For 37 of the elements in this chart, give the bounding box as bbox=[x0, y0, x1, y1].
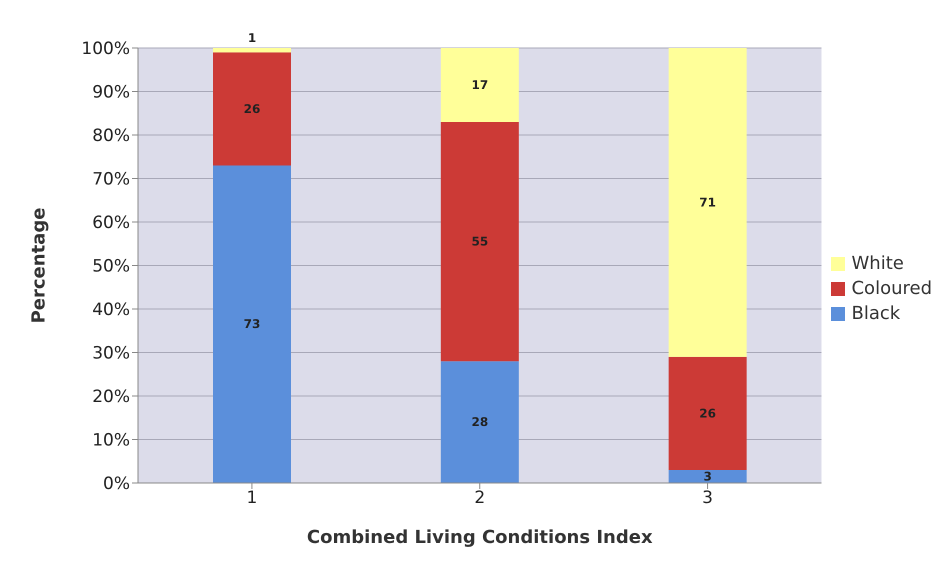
bar bbox=[213, 52, 291, 166]
data-label: 1 bbox=[248, 31, 256, 45]
data-label: 55 bbox=[471, 234, 488, 249]
data-label: 73 bbox=[244, 317, 260, 332]
y-tick-label: 40% bbox=[92, 300, 130, 320]
y-tick-label: 70% bbox=[92, 170, 130, 190]
y-tick-label: 30% bbox=[92, 344, 130, 364]
x-tick-label: 1 bbox=[246, 488, 258, 508]
x-tick-label: 3 bbox=[702, 488, 713, 508]
legend-label: White bbox=[851, 253, 904, 274]
data-label: 26 bbox=[244, 102, 260, 116]
y-tick-label: 80% bbox=[92, 126, 130, 146]
data-label: 26 bbox=[699, 406, 716, 420]
y-tick-label: 90% bbox=[92, 82, 130, 103]
legend-label: Black bbox=[851, 303, 900, 324]
bar bbox=[440, 48, 519, 122]
y-axis-title: Percentage bbox=[28, 208, 50, 324]
y-tick-label: 100% bbox=[81, 39, 130, 60]
bar bbox=[668, 470, 747, 483]
legend-label: Coloured bbox=[851, 278, 932, 299]
bar bbox=[213, 48, 291, 52]
bar bbox=[668, 356, 747, 470]
data-label: 3 bbox=[703, 469, 712, 484]
x-axis-title: Combined Living Conditions Index bbox=[306, 527, 653, 548]
bar bbox=[440, 122, 519, 362]
bar bbox=[668, 48, 747, 357]
bar bbox=[213, 165, 291, 483]
data-label: 28 bbox=[471, 415, 488, 430]
y-tick-label: 60% bbox=[92, 213, 130, 234]
data-label: 17 bbox=[471, 78, 488, 92]
y-tick-label: 50% bbox=[92, 256, 130, 277]
y-tick-label: 0% bbox=[103, 474, 130, 494]
bar bbox=[440, 361, 519, 483]
data-label: 71 bbox=[699, 195, 716, 210]
x-tick-label: 2 bbox=[474, 488, 486, 508]
y-tick-label: 20% bbox=[92, 387, 130, 408]
y-tick-label: 10% bbox=[92, 430, 130, 451]
